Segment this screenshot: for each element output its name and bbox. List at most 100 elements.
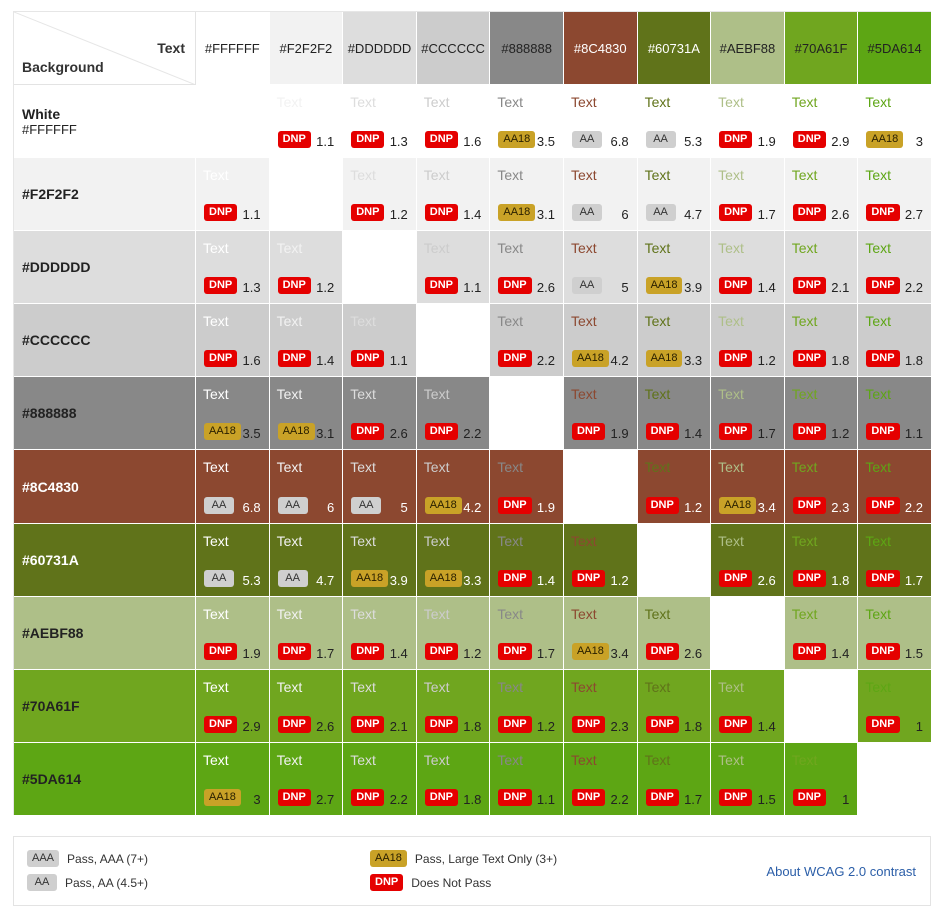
- contrast-ratio: 1.4: [316, 353, 335, 369]
- contrast-cell: Text DNP 2.6: [269, 669, 344, 743]
- rating-badge: AA18: [719, 496, 757, 514]
- contrast-ratio: 1.4: [757, 718, 776, 734]
- rating-badge: AA: [277, 569, 308, 587]
- sample-text: Text: [791, 94, 818, 111]
- contrast-ratio: 3.5: [536, 134, 555, 150]
- rating-badge: DNP: [719, 131, 753, 149]
- column-header-5da614: #5DA614: [858, 12, 932, 86]
- legend-label-dnp: Does Not Pass: [411, 875, 492, 890]
- contrast-grid: Text Background #FFFFFF #F2F2F2 #DDDDDD #CC…: [13, 11, 932, 816]
- contrast-ratio: 2.6: [684, 645, 703, 661]
- sample-text: Text: [350, 532, 376, 549]
- row-header-label: White: [22, 105, 61, 122]
- sample-text: Text: [718, 386, 744, 403]
- contrast-ratio: 2.1: [831, 280, 850, 296]
- contrast-ratio: 1.8: [684, 718, 703, 734]
- contrast-ratio: 1.8: [904, 353, 923, 369]
- contrast-ratio: 2.6: [831, 207, 850, 223]
- contrast-ratio: 1.4: [389, 645, 408, 661]
- empty-cell: [637, 523, 712, 597]
- rating-badge: AA: [277, 496, 308, 514]
- contrast-ratio: 2.2: [463, 426, 482, 442]
- rating-badge: DNP: [351, 642, 385, 660]
- sample-text: Text: [203, 678, 229, 695]
- contrast-ratio: 3.3: [684, 353, 703, 369]
- rating-badge: DNP: [792, 642, 826, 660]
- rating-badge: DNP: [351, 204, 385, 222]
- wcag-contrast-link[interactable]: About WCAG 2.0 contrast: [766, 864, 916, 879]
- contrast-cell: Text DNP 1.7: [711, 377, 785, 451]
- contrast-cell: Text AA18 3.1: [269, 377, 344, 451]
- sample-text: Text: [350, 678, 376, 695]
- rating-badge: DNP: [351, 423, 385, 441]
- rating-badge: DNP: [792, 277, 826, 295]
- contrast-cell: Text AA18 4.2: [563, 304, 638, 378]
- sample-text: Text: [718, 240, 744, 257]
- column-header-label: #70A61F: [794, 40, 848, 56]
- sample-text: Text: [644, 167, 671, 184]
- rating-badge: DNP: [351, 715, 385, 733]
- contrast-ratio: 6.8: [610, 134, 629, 150]
- contrast-ratio: 1: [915, 718, 923, 734]
- row-header-label: #60731A: [22, 551, 79, 568]
- sample-text: Text: [203, 240, 229, 257]
- contrast-ratio: 1.6: [242, 353, 261, 369]
- rating-badge: DNP: [719, 715, 753, 733]
- rating-badge: DNP: [645, 788, 679, 806]
- sample-text: Text: [276, 94, 303, 111]
- contrast-cell: Text DNP 2.6: [711, 523, 785, 597]
- rating-badge: DNP: [424, 277, 459, 295]
- contrast-cell: Text DNP 1.8: [784, 523, 859, 597]
- rating-badge: AA: [204, 569, 234, 587]
- contrast-cell: Text AA18 3.3: [416, 523, 491, 597]
- contrast-cell: Text AA18 3.9: [637, 231, 712, 305]
- sample-text: Text: [203, 386, 229, 403]
- contrast-ratio: 1.6: [463, 134, 482, 150]
- row-header-label: #8C4830: [22, 478, 79, 495]
- row-header-5da614: #5DA614: [14, 742, 196, 816]
- sample-text: Text: [791, 532, 818, 549]
- contrast-cell: Text DNP 2.3: [563, 669, 638, 743]
- rating-badge: DNP: [645, 496, 679, 514]
- contrast-cell: Text DNP 1.2: [269, 231, 344, 305]
- legend-label-aa: Pass, AA (4.5+): [65, 875, 149, 890]
- sample-text: Text: [570, 532, 597, 549]
- contrast-ratio: 2.3: [610, 718, 629, 734]
- contrast-cell: Text AA18 3.3: [637, 304, 712, 378]
- sample-text: Text: [276, 386, 303, 403]
- sample-text: Text: [423, 167, 450, 184]
- contrast-cell: Text AA18 3: [858, 85, 932, 159]
- column-header-cccccc: #CCCCCC: [416, 12, 491, 86]
- row-header-label: #70A61F: [22, 697, 80, 714]
- column-header-label: #5DA614: [867, 40, 922, 56]
- contrast-cell: Text DNP 1.5: [858, 596, 932, 670]
- sample-text: Text: [423, 605, 450, 622]
- contrast-cell: Text DNP 1.7: [490, 596, 564, 670]
- contrast-cell: Text DNP 1.4: [343, 596, 417, 670]
- sample-text: Text: [865, 678, 892, 695]
- contrast-ratio: 3: [915, 134, 923, 150]
- rating-badge: AA18: [351, 569, 389, 587]
- contrast-cell: Text DNP 2.2: [416, 377, 491, 451]
- contrast-ratio: 1.1: [536, 791, 555, 807]
- contrast-cell: Text AA 5.3: [637, 85, 712, 159]
- sample-text: Text: [718, 167, 744, 184]
- sample-text: Text: [865, 167, 892, 184]
- contrast-cell: Text AA 5: [563, 231, 638, 305]
- contrast-ratio: 2.6: [536, 280, 555, 296]
- sample-text: Text: [791, 167, 818, 184]
- sample-text: Text: [570, 94, 597, 111]
- contrast-ratio: 1.9: [536, 499, 555, 515]
- contrast-cell: Text DNP 1.2: [711, 304, 785, 378]
- contrast-ratio: 1.8: [463, 791, 482, 807]
- contrast-cell: Text AA18 3.4: [711, 450, 785, 524]
- contrast-cell: Text DNP 1.2: [637, 450, 712, 524]
- contrast-cell: Text DNP 1.7: [637, 742, 712, 816]
- contrast-cell: Text DNP 1.4: [784, 596, 859, 670]
- contrast-ratio: 3.3: [463, 572, 482, 588]
- rating-badge: DNP: [645, 715, 679, 733]
- contrast-ratio: 2.2: [389, 791, 408, 807]
- rating-badge: DNP: [277, 131, 311, 149]
- rating-badge: DNP: [204, 204, 238, 222]
- rating-badge: DNP: [204, 642, 238, 660]
